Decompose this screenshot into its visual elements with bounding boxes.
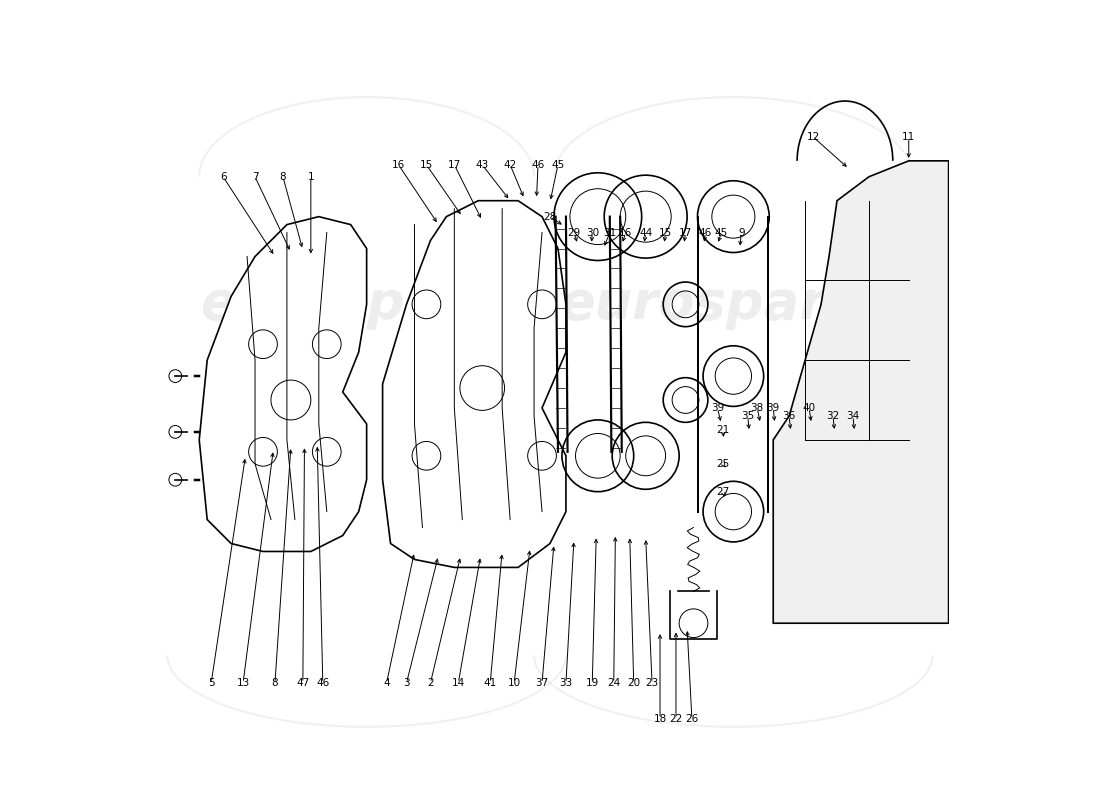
Text: 39: 39 — [767, 403, 780, 413]
Text: 8: 8 — [272, 678, 278, 688]
Text: 1: 1 — [308, 172, 315, 182]
Text: 41: 41 — [484, 678, 497, 688]
Text: 24: 24 — [607, 678, 620, 688]
Text: 45: 45 — [715, 227, 728, 238]
Text: 18: 18 — [653, 714, 667, 724]
Text: 16: 16 — [392, 160, 405, 170]
Text: 37: 37 — [536, 678, 549, 688]
Text: 17: 17 — [448, 160, 461, 170]
Text: 17: 17 — [679, 227, 692, 238]
Text: 46: 46 — [316, 678, 329, 688]
Text: 42: 42 — [504, 160, 517, 170]
Text: 22: 22 — [669, 714, 683, 724]
Text: 10: 10 — [507, 678, 520, 688]
Text: 36: 36 — [782, 411, 795, 421]
Text: 20: 20 — [627, 678, 640, 688]
Text: 27: 27 — [716, 486, 729, 497]
PathPatch shape — [199, 217, 366, 551]
Text: 25: 25 — [716, 458, 729, 469]
Text: 16: 16 — [619, 227, 632, 238]
Text: 44: 44 — [639, 227, 652, 238]
Text: 11: 11 — [902, 132, 915, 142]
Text: 13: 13 — [236, 678, 250, 688]
Text: 35: 35 — [741, 411, 755, 421]
Text: 7: 7 — [252, 172, 258, 182]
Text: 15: 15 — [659, 227, 672, 238]
Text: 45: 45 — [551, 160, 564, 170]
Text: 31: 31 — [603, 227, 616, 238]
Text: 46: 46 — [698, 227, 712, 238]
Text: 8: 8 — [279, 172, 286, 182]
Text: 47: 47 — [296, 678, 309, 688]
Text: 19: 19 — [585, 678, 598, 688]
Text: 39: 39 — [711, 403, 724, 413]
Text: 15: 15 — [420, 160, 433, 170]
Text: 4: 4 — [383, 678, 389, 688]
Text: 33: 33 — [559, 678, 573, 688]
Text: 23: 23 — [646, 678, 659, 688]
Text: 29: 29 — [568, 227, 581, 238]
Text: 34: 34 — [846, 411, 859, 421]
Text: eurospares: eurospares — [559, 278, 892, 330]
Text: 14: 14 — [452, 678, 465, 688]
Text: 46: 46 — [531, 160, 544, 170]
Text: 5: 5 — [208, 678, 214, 688]
Text: 6: 6 — [220, 172, 227, 182]
Text: eurospares: eurospares — [200, 278, 534, 330]
Text: 43: 43 — [475, 160, 488, 170]
Text: 32: 32 — [826, 411, 839, 421]
Text: 2: 2 — [427, 678, 433, 688]
Text: 21: 21 — [716, 426, 729, 435]
Text: 30: 30 — [585, 227, 598, 238]
Text: 12: 12 — [806, 132, 820, 142]
Text: 26: 26 — [685, 714, 698, 724]
Text: 38: 38 — [750, 403, 763, 413]
Text: 40: 40 — [803, 403, 816, 413]
PathPatch shape — [773, 161, 948, 623]
Text: 3: 3 — [404, 678, 410, 688]
Text: 28: 28 — [543, 212, 557, 222]
PathPatch shape — [383, 201, 565, 567]
Text: 9: 9 — [738, 227, 745, 238]
